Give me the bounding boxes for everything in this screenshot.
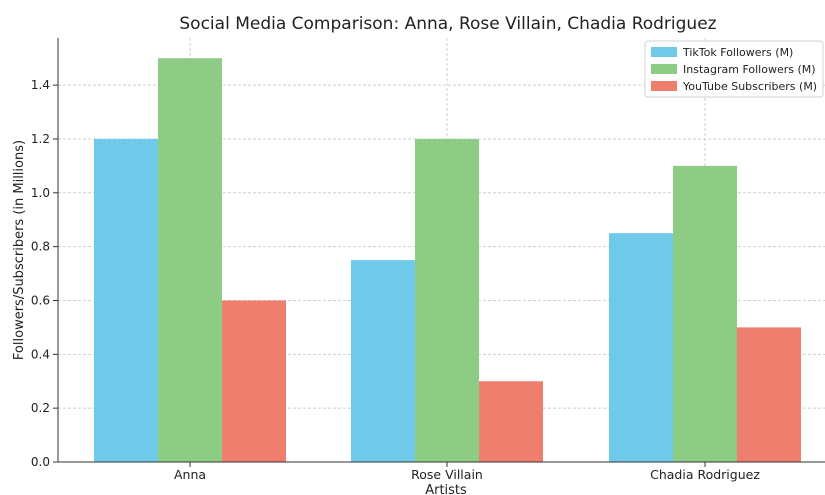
bar-chadia-rodriguez-3	[737, 327, 801, 462]
x-tick-label: Chadia Rodriguez	[650, 467, 760, 482]
legend: TikTok Followers (M) Instagram Followers …	[645, 41, 823, 97]
chart-title: Social Media Comparison: Anna, Rose Vill…	[179, 14, 716, 34]
y-tick-label: 1.0	[31, 186, 50, 200]
y-tick-label: 1.2	[31, 132, 50, 146]
y-tick-label: 1.4	[31, 78, 50, 92]
y-tick-label: 0.8	[31, 240, 50, 254]
y-ticks: 0.0 0.2 0.4 0.6 0.8 1.0 1.2 1.4	[31, 78, 58, 469]
bar-rose-villain-1	[351, 260, 415, 462]
legend-swatch	[651, 81, 677, 91]
x-axis-title: Artists	[425, 483, 467, 495]
x-tick-label: Anna	[174, 467, 206, 482]
y-tick-label: 0.6	[31, 293, 50, 307]
bar-anna-3	[222, 300, 286, 462]
legend-swatch	[651, 64, 677, 74]
bar-rose-villain-3	[479, 381, 543, 462]
bar-anna-2	[158, 58, 222, 462]
bar-rose-villain-2	[415, 139, 479, 462]
x-ticks: Anna Rose Villain Chadia Rodriguez	[174, 462, 760, 482]
y-tick-label: 0.0	[31, 455, 50, 469]
legend-label: Instagram Followers (M)	[683, 63, 816, 76]
legend-swatch	[651, 47, 677, 57]
legend-label: TikTok Followers (M)	[682, 46, 793, 59]
bar-chadia-rodriguez-2	[673, 166, 737, 462]
y-tick-label: 0.2	[31, 401, 50, 415]
y-axis-title: Followers/Subscribers (in Millions)	[12, 140, 27, 360]
y-tick-label: 0.4	[31, 347, 50, 361]
bar-chadia-rodriguez-1	[609, 233, 673, 462]
bar-anna-1	[94, 139, 158, 462]
legend-label: YouTube Subscribers (M)	[682, 80, 817, 93]
x-tick-label: Rose Villain	[411, 467, 483, 482]
